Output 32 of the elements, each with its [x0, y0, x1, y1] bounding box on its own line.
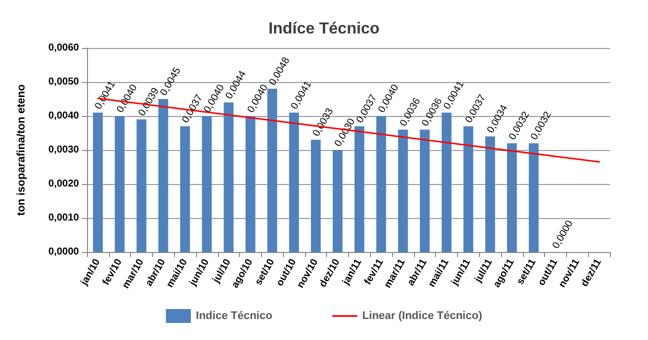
bar — [528, 143, 539, 252]
bar — [92, 112, 103, 252]
y-tick-label: 0,0020 — [48, 178, 80, 190]
bar — [398, 130, 408, 252]
bar — [180, 126, 190, 252]
y-axis-title: ton isoparafina/ton eteno — [16, 84, 28, 216]
bar — [267, 88, 278, 252]
legend-label: Linear (Indice Técnico) — [362, 310, 482, 322]
bar — [114, 116, 125, 252]
chart-title: Indíce Técnico — [268, 20, 380, 38]
y-tick-label: 0,0010 — [48, 212, 80, 224]
bar — [136, 119, 146, 252]
bar — [289, 112, 299, 252]
bar — [463, 126, 474, 252]
bar — [442, 112, 452, 252]
bar — [376, 116, 386, 252]
y-tick-label: 0,0000 — [48, 246, 80, 258]
legend-label: Indice Técnico — [196, 310, 273, 322]
bar — [420, 130, 430, 252]
bar — [507, 143, 517, 252]
y-tick-label: 0,0040 — [48, 110, 80, 122]
bar — [332, 150, 343, 252]
bar — [485, 136, 496, 252]
y-tick-label: 0,0060 — [48, 42, 80, 54]
bar — [310, 140, 321, 252]
bar — [246, 116, 256, 252]
y-tick-label: 0,0030 — [48, 144, 80, 156]
bar — [202, 116, 212, 252]
bar — [354, 126, 364, 252]
y-tick-label: 0,0050 — [48, 76, 80, 88]
bar — [158, 99, 168, 252]
bar — [224, 102, 234, 252]
